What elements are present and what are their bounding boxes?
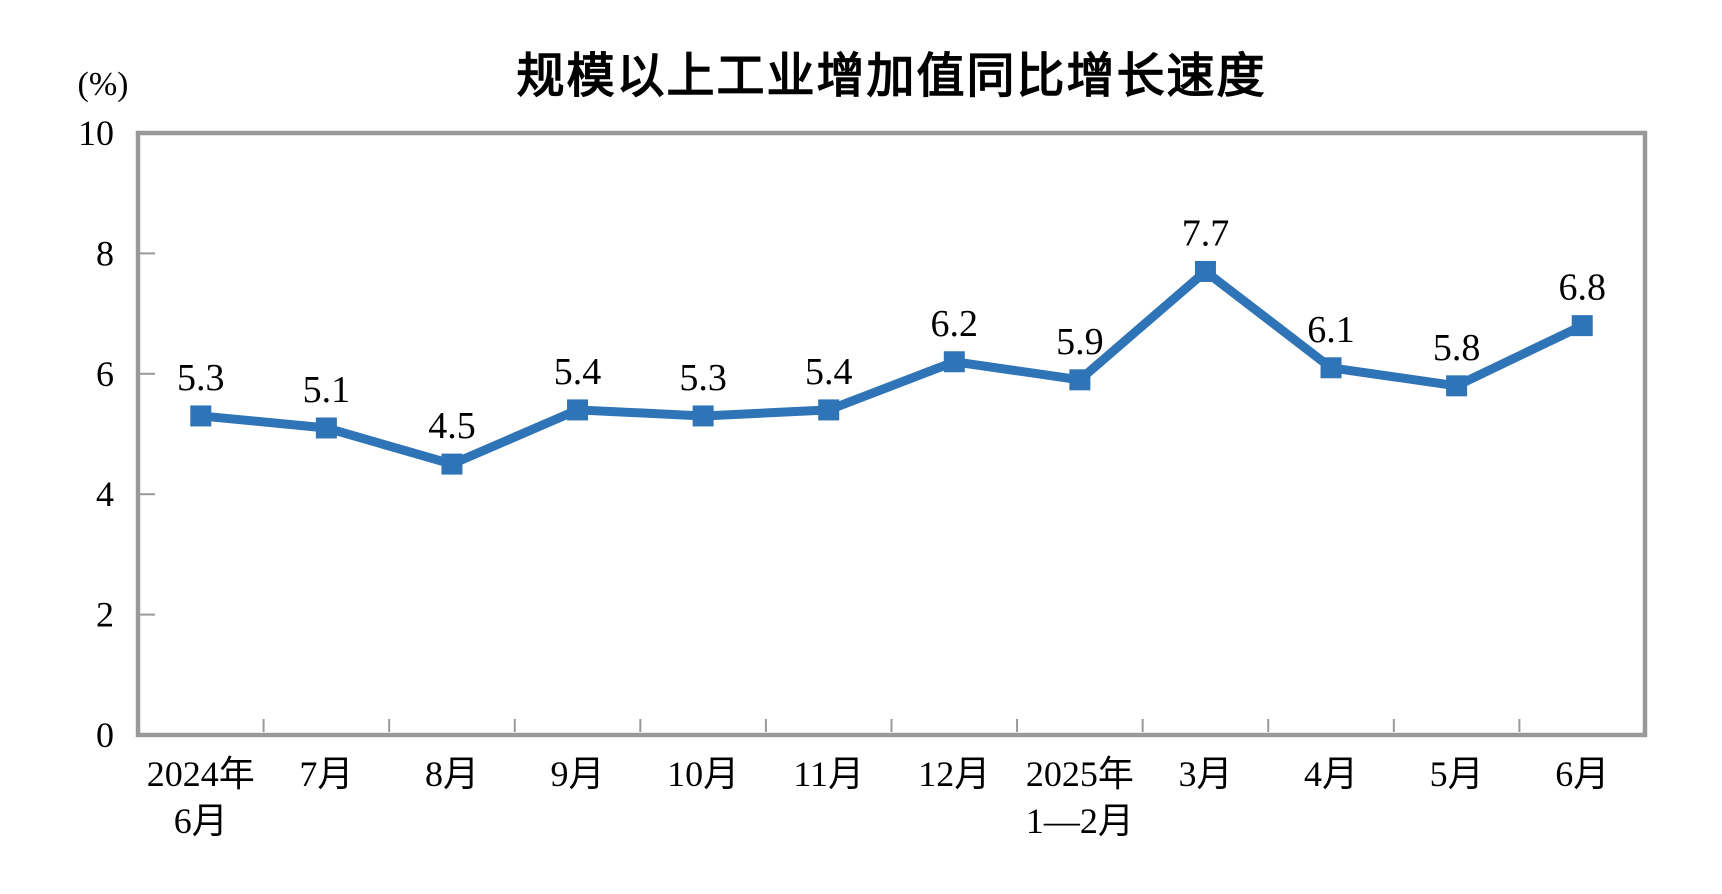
x-axis-category-label: 6月: [1555, 754, 1609, 794]
x-axis-category-label: 2025年 1—2月: [1026, 754, 1134, 841]
x-axis-category-label: 10月: [667, 754, 739, 794]
series-line: [200, 265, 1585, 469]
x-axis-category-label: 5月: [1430, 754, 1484, 794]
data-point-label: 6.1: [1307, 309, 1355, 351]
data-point-marker: [1446, 375, 1468, 397]
data-point-label: 5.3: [177, 357, 225, 399]
data-point-marker: [1320, 357, 1342, 379]
data-point-label: 5.8: [1433, 327, 1481, 369]
data-point-marker: [441, 453, 463, 475]
y-axis-tick-label: 10: [78, 113, 114, 153]
x-axis-category-label: 9月: [551, 754, 605, 794]
data-point-label: 5.3: [679, 357, 727, 399]
data-point-marker: [692, 405, 714, 427]
y-axis-tick-label: 0: [96, 715, 114, 755]
y-axis-tick-label: 4: [96, 474, 114, 514]
data-point-label: 6.8: [1558, 267, 1606, 309]
data-point-marker: [190, 405, 212, 427]
y-axis-tick-label: 8: [96, 233, 114, 273]
plot-border: [135, 130, 1648, 738]
data-point-label: 6.2: [931, 303, 979, 345]
x-axis-category-label: 4月: [1304, 754, 1358, 794]
data-point-marker: [1571, 315, 1593, 337]
data-point-marker: [818, 399, 840, 421]
x-axis-category-label: 12月: [918, 754, 990, 794]
data-point-label: 5.4: [805, 351, 853, 393]
data-point-label: 5.1: [303, 369, 351, 411]
data-point-marker: [567, 399, 589, 421]
data-point-label: 5.9: [1056, 321, 1104, 363]
y-axis-tick-label: 2: [96, 595, 114, 635]
x-axis-category-label: 3月: [1178, 754, 1232, 794]
data-point-marker: [943, 351, 965, 373]
x-axis-category-label: 11月: [793, 754, 864, 794]
data-point-marker: [1194, 260, 1216, 282]
x-axis-category-label: 2024年 6月: [147, 754, 255, 841]
data-point-label: 7.7: [1182, 212, 1230, 254]
data-point-marker: [1069, 369, 1091, 391]
data-point-label: 5.4: [554, 351, 602, 393]
data-point-label: 4.5: [428, 405, 476, 447]
x-axis-category-label: 7月: [299, 754, 353, 794]
data-point-marker: [315, 417, 337, 439]
x-axis-category-label: 8月: [425, 754, 479, 794]
chart-title: 规模以上工业增加值同比增长速度: [516, 50, 1267, 103]
y-axis-tick-label: 6: [96, 354, 114, 394]
y-axis-unit-label: (%): [77, 66, 129, 103]
